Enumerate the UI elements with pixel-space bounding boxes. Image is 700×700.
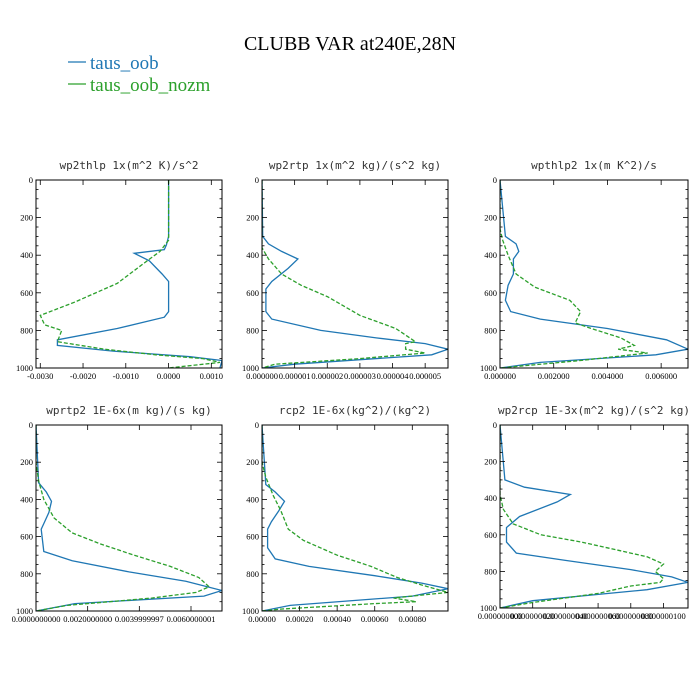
panel-title: wp2thlp 1x(m^2 K)/s^2 <box>59 159 198 172</box>
x-tick-label: 0.002000 <box>538 371 570 381</box>
y-tick-label: 200 <box>484 213 497 223</box>
x-tick-label: 0.0000 <box>157 371 180 381</box>
y-tick-label: 400 <box>20 494 33 504</box>
x-tick-label: 0.004000 <box>591 371 623 381</box>
y-tick-label: 200 <box>20 213 33 223</box>
y-tick-label: 800 <box>484 325 497 335</box>
panel-2: wp2rtp 1x(m^2 kg)/(s^2 kg) 0 200 400 600 800 1… <box>242 159 449 381</box>
x-tick-label: 0.00060 <box>361 614 389 624</box>
panel-title: wp2rcp 1E-3x(m^2 kg)/(s^2 kg) <box>498 404 690 417</box>
x-tick-label: 0.000005 <box>409 371 441 381</box>
x-tick-label: 0.0039999997 <box>115 614 164 624</box>
y-tick-label: 800 <box>484 566 497 576</box>
panel-title: rcp2 1E-6x(kg^2)/(kg^2) <box>279 404 431 417</box>
series-line-taus-oob-nozm <box>500 425 665 608</box>
x-tick-label: 0.000000 <box>246 371 278 381</box>
y-tick-label: 0 <box>29 420 33 430</box>
x-tick-label: 0.006000 <box>645 371 677 381</box>
y-tick-label: 800 <box>20 569 33 579</box>
y-tick-label: 600 <box>246 532 259 542</box>
x-tick-label: 0.000000020 <box>510 611 555 621</box>
panel-title: wpthlp2 1x(m K^2)/s <box>531 159 657 172</box>
x-tick-label: 0.00020 <box>286 614 314 624</box>
x-tick-label: 0.000001 <box>279 371 311 381</box>
legend-label-taus-oob: taus_oob <box>90 53 159 74</box>
series-line-taus-oob <box>500 180 688 368</box>
legend: taus_oob taus_oob_nozm <box>68 53 211 96</box>
series-line-taus-oob-nozm <box>39 180 221 368</box>
y-tick-label: 800 <box>246 569 259 579</box>
y-tick-label: 600 <box>484 288 497 298</box>
y-tick-label: 0 <box>29 175 33 185</box>
y-tick-label: 1000 <box>242 606 259 616</box>
panels: wp2thlp 1x(m^2 K)/s^202004006008001000-0… <box>12 159 690 624</box>
y-tick-label: 600 <box>20 532 33 542</box>
x-tick-label: 0.00080 <box>398 614 426 624</box>
y-tick-label: 1000 <box>480 603 497 613</box>
series-line-taus-oob <box>262 425 448 611</box>
x-tick-label: 0.000000000 <box>478 611 523 621</box>
x-tick-label: -0.0020 <box>70 371 96 381</box>
x-tick-label: 0.000002 <box>311 371 343 381</box>
series-line-taus-oob-nozm <box>262 180 426 368</box>
series-line-taus-oob-nozm <box>36 425 211 611</box>
y-tick-label: 200 <box>246 213 259 223</box>
x-tick-label: 0.0060000001 <box>167 614 216 624</box>
series-line-taus-oob-nozm <box>262 425 448 611</box>
panel-title: wp2rtp 1x(m^2 kg)/(s^2 kg) <box>269 159 441 172</box>
y-tick-label: 0 <box>255 175 259 185</box>
series-line-taus-oob <box>36 425 222 611</box>
series-line-taus-oob <box>262 180 448 368</box>
x-tick-label: 0.00040 <box>323 614 351 624</box>
y-tick-label: 400 <box>246 494 259 504</box>
x-tick-label: 0.000000100 <box>641 611 686 621</box>
y-tick-label: 200 <box>246 457 259 467</box>
x-tick-label: -0.0030 <box>27 371 53 381</box>
y-tick-label: 0 <box>255 420 259 430</box>
y-tick-label: 200 <box>484 457 497 467</box>
x-tick-label: 0.0020000000 <box>63 614 112 624</box>
y-tick-label: 600 <box>246 288 259 298</box>
y-tick-label: 1000 <box>480 363 497 373</box>
y-tick-label: 1000 <box>16 363 33 373</box>
legend-label-taus-oob-nozm: taus_oob_nozm <box>90 75 211 96</box>
y-tick-label: 200 <box>20 457 33 467</box>
x-tick-label: 0.0010 <box>200 371 223 381</box>
y-tick-label: 400 <box>246 250 259 260</box>
y-tick-label: 800 <box>246 325 259 335</box>
x-tick-label: 0.00000 <box>248 614 276 624</box>
y-tick-label: 400 <box>484 493 497 503</box>
series-line-taus-oob-nozm <box>500 180 648 368</box>
panel-5: rcp2 1E-6x(kg^2)/(kg^2) 0 200 400 600 800 1000… <box>242 404 449 624</box>
y-tick-label: 400 <box>20 250 33 260</box>
x-tick-label: 0.0000000000 <box>12 614 61 624</box>
y-tick-label: 0 <box>493 175 497 185</box>
figure-title: CLUBB VAR at240E,28N <box>244 33 456 55</box>
panel-title: wprtp2 1E-6x(m kg)/(s kg) <box>46 404 212 417</box>
y-tick-label: 800 <box>20 325 33 335</box>
x-tick-label: 0.000000060 <box>576 611 621 621</box>
panel-4: wprtp2 1E-6x(m kg)/(s kg) 0 200 400 600 800 10… <box>12 404 223 624</box>
y-tick-label: 0 <box>493 420 497 430</box>
x-tick-label: 0.000000 <box>484 371 516 381</box>
y-tick-label: 600 <box>484 530 497 540</box>
panel-3: wpthlp2 1x(m K^2)/s020040060080010000.00… <box>480 159 689 381</box>
y-tick-label: 1000 <box>16 606 33 616</box>
panel-6: wp2rcp 1E-3x(m^2 kg)/(s^2 kg)0 200 400 600 8… <box>478 404 690 621</box>
y-tick-label: 600 <box>20 288 33 298</box>
series-line-taus-oob <box>500 425 688 608</box>
y-tick-label: 400 <box>484 250 497 260</box>
x-tick-label: 0.000000040 <box>543 611 588 621</box>
x-tick-label: 0.000004 <box>377 371 410 381</box>
x-tick-label: -0.0010 <box>113 371 139 381</box>
panel-1: wp2thlp 1x(m^2 K)/s^202004006008001000-0… <box>16 159 223 381</box>
y-tick-label: 1000 <box>242 363 259 373</box>
x-tick-label: 0.000003 <box>344 371 376 381</box>
x-tick-label: 0.000000080 <box>608 611 653 621</box>
